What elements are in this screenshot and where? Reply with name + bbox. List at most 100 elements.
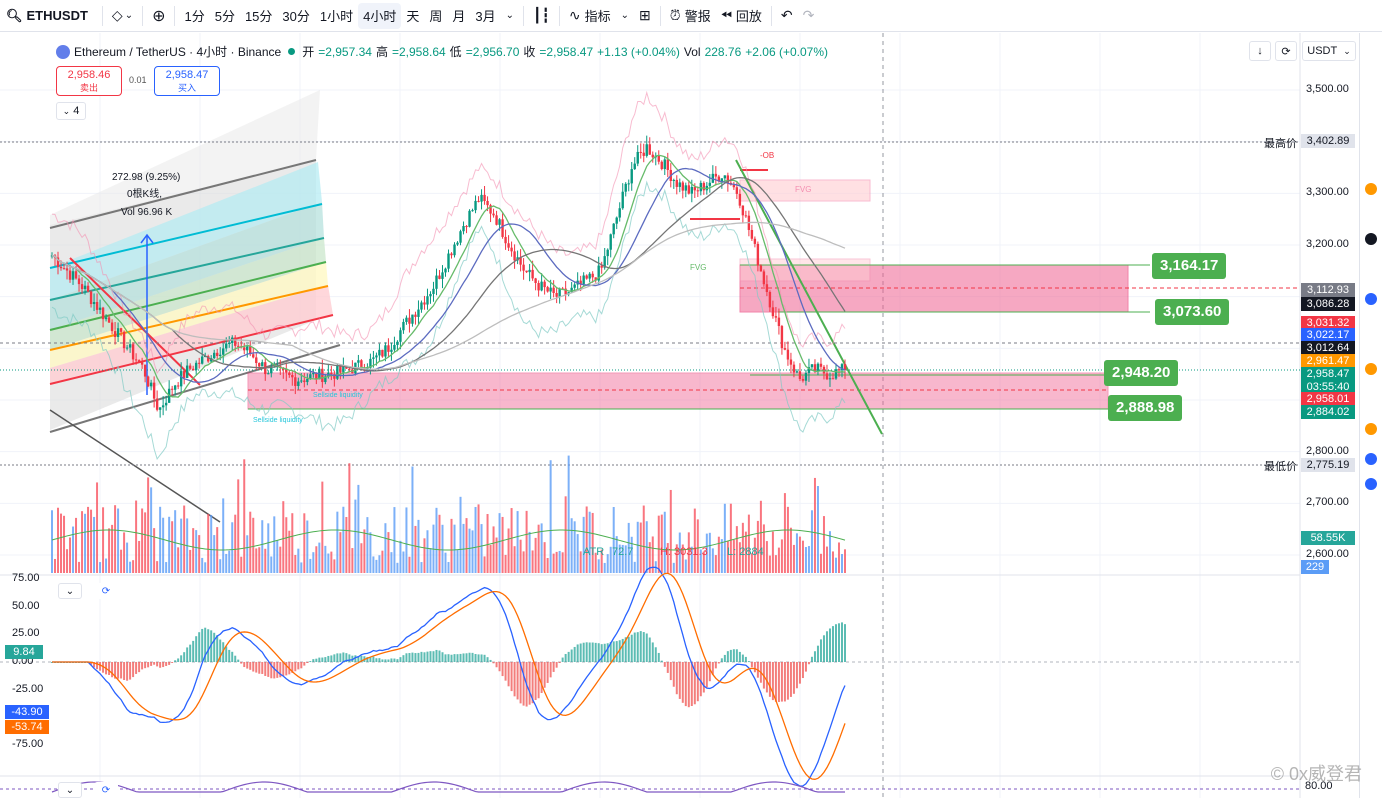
volume-bar bbox=[801, 540, 804, 573]
rsi-collapse-toggle[interactable]: ⌄ bbox=[58, 782, 82, 798]
volume-bar bbox=[282, 501, 285, 573]
macd-histogram-bar bbox=[252, 662, 255, 672]
candle bbox=[591, 273, 594, 278]
interval-button[interactable]: 周 bbox=[429, 9, 443, 24]
chevron-down-icon: ⌄ bbox=[620, 10, 630, 21]
redo-button[interactable]: ↷ bbox=[798, 3, 820, 29]
interval-button[interactable]: 4小时 bbox=[358, 2, 402, 29]
macd-histogram-bar bbox=[264, 662, 267, 676]
watchlist-item-icon[interactable] bbox=[1365, 233, 1377, 245]
volume-bar bbox=[570, 518, 573, 573]
volume-bar bbox=[465, 518, 468, 573]
candle bbox=[774, 316, 778, 318]
chevron-down-icon: ⌄ bbox=[65, 585, 75, 597]
watchlist-diamond-button[interactable]: ◇ ⌄ bbox=[107, 3, 138, 29]
watchlist-item-icon[interactable] bbox=[1365, 183, 1377, 195]
macd-histogram-bar bbox=[414, 653, 417, 662]
interval-dropdown[interactable]: ⌄ bbox=[501, 3, 519, 29]
interval-button[interactable]: 5分 bbox=[214, 9, 235, 24]
arrow-down-icon: ↓ bbox=[1257, 45, 1263, 57]
volume-bar bbox=[459, 496, 462, 573]
currency-select[interactable]: USDT ⌄ bbox=[1302, 41, 1356, 61]
macd-histogram-bar bbox=[462, 653, 465, 662]
layouts-button[interactable]: ⊞ bbox=[634, 3, 656, 29]
diamond-icon: ◇ bbox=[111, 7, 123, 23]
change-value: +1.13 (+0.04%) bbox=[597, 44, 680, 59]
interval-button[interactable]: 天 bbox=[406, 9, 420, 24]
volume-bar bbox=[234, 514, 237, 573]
volume-bar bbox=[534, 537, 537, 573]
refresh-button[interactable]: ⟳ bbox=[1275, 41, 1297, 61]
macd-collapse-toggle[interactable]: ⌄ bbox=[58, 583, 82, 599]
volume-bar bbox=[738, 542, 741, 573]
price-axis-label: 3,300.00 bbox=[1306, 186, 1349, 199]
measure-line2: 0根K线, bbox=[127, 187, 162, 200]
macd-histogram-bar bbox=[273, 662, 276, 679]
candle bbox=[573, 284, 576, 288]
indicators-button[interactable]: ∿ 指标 bbox=[564, 3, 616, 29]
macd-histogram-bar bbox=[672, 662, 675, 687]
open-label: 开 bbox=[302, 45, 315, 59]
macd-histogram-bar bbox=[111, 662, 114, 678]
macd-histogram-bar bbox=[207, 629, 210, 662]
volume-bar bbox=[639, 522, 642, 573]
interval-button[interactable]: 月 bbox=[452, 9, 466, 24]
volume-bar bbox=[675, 544, 678, 573]
candle bbox=[636, 151, 639, 164]
macd-pane bbox=[51, 566, 846, 787]
rsi-settings-button[interactable]: ⟳ bbox=[94, 782, 118, 798]
price-chart[interactable]: FVG FVG -OB Sellside liquidity Sellside … bbox=[0, 33, 1382, 798]
macd-histogram-bar bbox=[513, 662, 516, 697]
watchlist-item-icon[interactable] bbox=[1365, 293, 1377, 305]
alert-button[interactable]: ⏰︎ 警报 bbox=[665, 3, 716, 29]
candle bbox=[71, 271, 75, 280]
candle bbox=[152, 382, 156, 399]
interval-button[interactable]: 1小时 bbox=[319, 9, 354, 24]
candle bbox=[510, 247, 513, 252]
legend-title: Ethereum / TetherUS · 4小时 · Binance bbox=[74, 45, 282, 59]
volume-bar bbox=[537, 524, 540, 573]
watchlist-item-icon[interactable] bbox=[1365, 423, 1377, 435]
candle bbox=[417, 309, 420, 317]
candle bbox=[828, 378, 832, 380]
volume-bar bbox=[735, 526, 738, 573]
candle bbox=[600, 265, 603, 268]
price-tag: 2,958.01 bbox=[1301, 391, 1355, 406]
scroll-down-button[interactable]: ↓ bbox=[1249, 41, 1271, 61]
candle bbox=[342, 365, 345, 373]
macd-histogram-bar bbox=[516, 662, 519, 700]
volume-bar bbox=[447, 562, 450, 573]
interval-button[interactable]: 1分 bbox=[184, 9, 205, 24]
macd-histogram-bar bbox=[720, 658, 723, 662]
volume-bar bbox=[525, 510, 528, 573]
indicators-collapse-toggle[interactable]: ⌄ 4 bbox=[56, 102, 86, 120]
interval-button[interactable]: 15分 bbox=[244, 9, 273, 24]
top-toolbar: 🔍︎ ETHUSDT ◇ ⌄ ⊕ 1分 5分 15分 30分 1小时 4小时天周月 3月 ⌄ … bbox=[0, 0, 1382, 32]
macd-histogram-bar bbox=[510, 662, 513, 692]
undo-button[interactable]: ↶ bbox=[776, 3, 798, 29]
candle bbox=[507, 243, 510, 248]
watchlist-item-icon[interactable] bbox=[1365, 363, 1377, 375]
chevron-down-icon: ⌄ bbox=[124, 10, 134, 21]
macd-histogram-bar bbox=[789, 662, 792, 697]
candle bbox=[285, 369, 288, 373]
candle bbox=[438, 275, 441, 279]
chart-type-button[interactable]: ┃┇ bbox=[528, 3, 555, 29]
macd-settings-button[interactable]: ⟳ bbox=[94, 583, 118, 599]
volume-bar bbox=[192, 528, 195, 573]
interval-button[interactable]: 30分 bbox=[282, 9, 310, 24]
interval-button[interactable]: 3月 bbox=[475, 9, 496, 24]
buy-button[interactable]: 2,958.47 买入 bbox=[154, 66, 220, 96]
candle bbox=[642, 152, 645, 156]
watchlist-item-icon[interactable] bbox=[1365, 478, 1377, 490]
volume-bar bbox=[345, 517, 348, 573]
trendline bbox=[735, 159, 883, 435]
sell-button[interactable]: 2,958.46 卖出 bbox=[56, 66, 122, 96]
watchlist-item-icon[interactable] bbox=[1365, 453, 1377, 465]
macd-histogram-bar bbox=[561, 657, 564, 662]
indicators-dropdown[interactable]: ⌄ bbox=[616, 3, 634, 29]
symbol-search[interactable]: 🔍︎ ETHUSDT bbox=[0, 0, 98, 32]
macd-histogram-bar bbox=[645, 633, 648, 662]
add-symbol-button[interactable]: ⊕ bbox=[147, 3, 170, 29]
replay-button[interactable]: ⏪︎ 回放 bbox=[716, 3, 767, 29]
